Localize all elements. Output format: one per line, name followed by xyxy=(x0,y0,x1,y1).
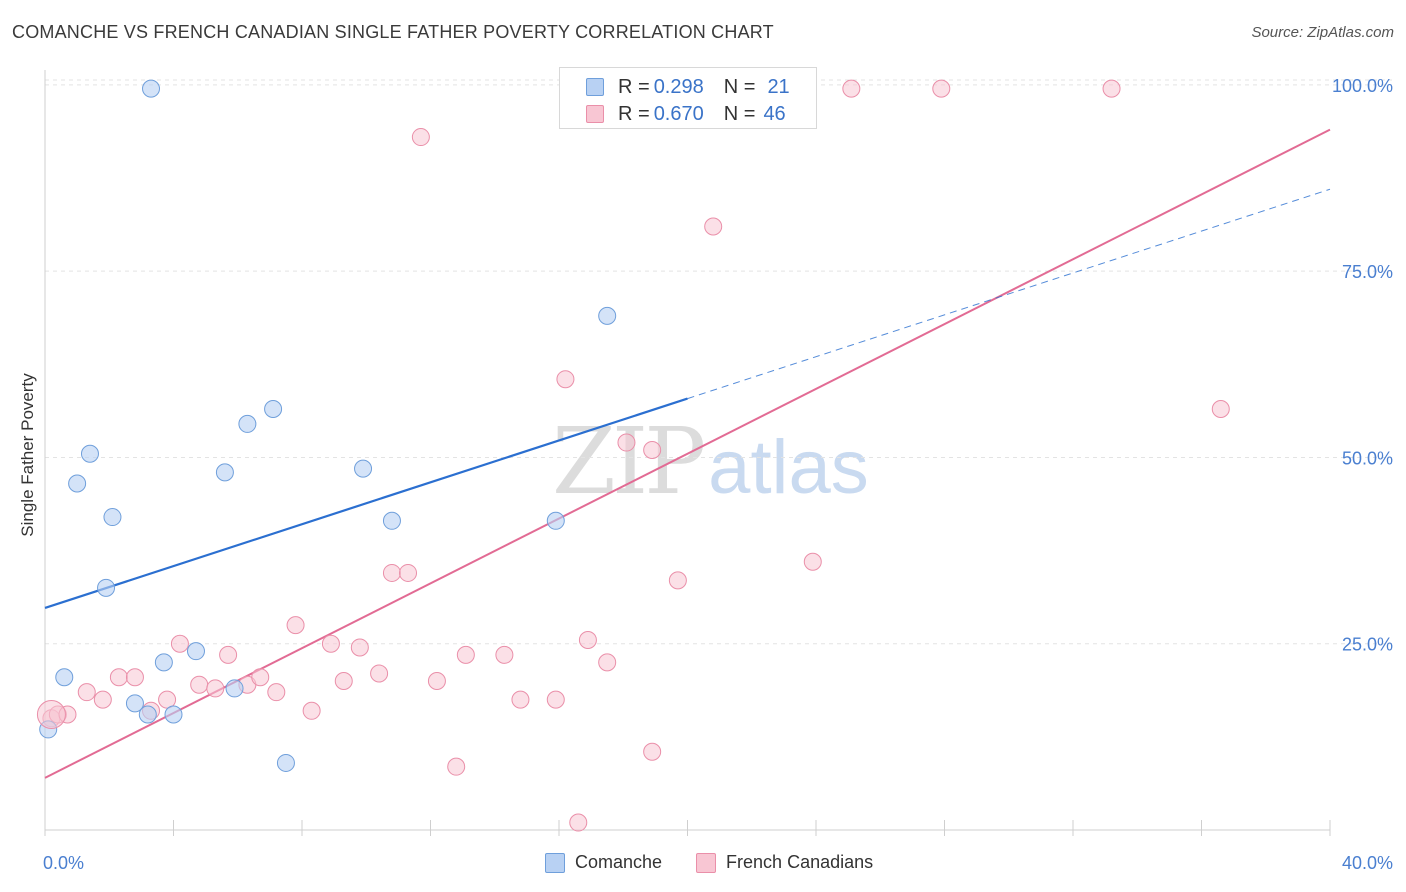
point-comanche xyxy=(125,694,144,713)
n-value: 46 xyxy=(763,102,786,125)
point-comanche xyxy=(546,511,565,530)
point-french-canadians xyxy=(668,571,687,590)
point-comanche xyxy=(598,306,617,325)
point-french-canadians xyxy=(411,128,430,147)
point-french-canadians xyxy=(158,690,177,709)
point-comanche xyxy=(55,668,74,687)
series-legend: Comanche French Canadians xyxy=(545,852,907,873)
point-comanche xyxy=(142,79,161,98)
point-french-canadians xyxy=(267,683,286,702)
point-comanche xyxy=(154,653,173,672)
point-comanche xyxy=(264,400,283,419)
n-label: N = xyxy=(723,102,756,125)
point-french-canadians xyxy=(370,664,389,683)
french-canadians-swatch xyxy=(586,105,604,123)
point-comanche xyxy=(80,444,99,463)
point-comanche xyxy=(186,642,205,661)
point-french-canadians xyxy=(495,645,514,664)
n-value: 21 xyxy=(767,75,790,98)
point-french-canadians xyxy=(219,645,238,664)
point-french-canadians xyxy=(286,616,305,635)
point-french-canadians xyxy=(427,671,446,690)
points-layer xyxy=(36,79,1230,832)
r-label: R = xyxy=(618,102,650,125)
french-canadians-legend-swatch xyxy=(696,852,717,873)
point-french-canadians xyxy=(170,634,189,653)
point-french-canadians xyxy=(125,668,144,687)
n-label: N = xyxy=(723,75,756,98)
point-comanche xyxy=(238,414,257,433)
stats-legend: R = 0.298 N = 21 R = 0.670 N = 46 xyxy=(559,67,817,129)
point-comanche xyxy=(276,753,295,772)
y-tick-label: 50.0% xyxy=(1342,448,1393,468)
legend-label-comanche: Comanche xyxy=(575,852,663,872)
r-label: R = xyxy=(618,75,650,98)
point-french-canadians xyxy=(556,370,575,389)
point-comanche xyxy=(103,508,122,527)
point-french-canadians xyxy=(190,675,209,694)
point-french-canadians xyxy=(598,653,617,672)
legend-label-french-canadians: French Canadians xyxy=(726,852,874,872)
point-french-canadians xyxy=(546,690,565,709)
point-french-canadians xyxy=(206,679,225,698)
point-french-canadians xyxy=(36,700,66,730)
point-french-canadians xyxy=(399,563,418,582)
chart-title: COMANCHE VS FRENCH CANADIAN SINGLE FATHE… xyxy=(12,22,774,42)
point-french-canadians xyxy=(578,631,597,649)
x-tick-label: 0.0% xyxy=(43,853,84,873)
point-french-canadians xyxy=(321,634,340,653)
point-comanche xyxy=(215,463,234,482)
point-french-canadians xyxy=(932,79,951,98)
legend-item-french-canadians[interactable]: French Canadians xyxy=(696,852,873,873)
legend-item-comanche[interactable]: Comanche xyxy=(545,852,662,873)
point-french-canadians xyxy=(842,79,861,98)
point-comanche xyxy=(138,705,157,724)
comanche-swatch xyxy=(586,78,604,96)
point-french-canadians xyxy=(251,668,270,687)
point-french-canadians xyxy=(456,645,475,664)
y-tick-label: 100.0% xyxy=(1332,76,1393,96)
point-french-canadians xyxy=(77,683,96,702)
point-french-canadians xyxy=(1102,79,1121,98)
point-french-canadians xyxy=(803,552,822,571)
y-tick-label: 75.0% xyxy=(1342,262,1393,282)
point-french-canadians xyxy=(511,690,530,709)
point-french-canadians xyxy=(643,441,662,459)
point-comanche xyxy=(382,511,401,530)
point-french-canadians xyxy=(302,701,321,720)
trendline-comanche xyxy=(44,397,688,610)
comanche-legend-swatch xyxy=(545,852,565,873)
stats-row-comanche: R = 0.298 N = 21 xyxy=(586,74,790,100)
source-credit: Source: ZipAtlas.com xyxy=(1251,24,1394,41)
point-french-canadians xyxy=(569,813,588,832)
point-french-canadians xyxy=(109,668,128,687)
r-value: 0.670 xyxy=(653,102,704,125)
point-french-canadians xyxy=(704,217,723,236)
point-comanche xyxy=(354,459,373,478)
point-french-canadians xyxy=(447,757,466,776)
point-french-canadians xyxy=(1211,400,1230,419)
point-french-canadians xyxy=(643,742,662,761)
point-french-canadians xyxy=(93,690,112,709)
point-french-canadians xyxy=(617,433,636,452)
stats-row-french-canadians: R = 0.670 N = 46 xyxy=(586,101,786,127)
label-layer: 25.0% 50.0% 75.0% 100.0% 0.0% 40.0% xyxy=(43,76,1393,873)
trendline-comanche-extension xyxy=(687,188,1331,400)
x-tick-label: 40.0% xyxy=(1342,853,1393,873)
point-comanche xyxy=(68,474,87,493)
point-french-canadians xyxy=(350,638,369,657)
point-french-canadians xyxy=(334,671,353,690)
point-comanche xyxy=(164,705,183,724)
point-french-canadians xyxy=(382,563,401,582)
point-comanche xyxy=(97,578,116,597)
r-value: 0.298 xyxy=(653,75,704,98)
y-tick-label: 25.0% xyxy=(1342,635,1393,655)
point-comanche xyxy=(225,679,244,698)
grid-layer xyxy=(45,79,1392,645)
